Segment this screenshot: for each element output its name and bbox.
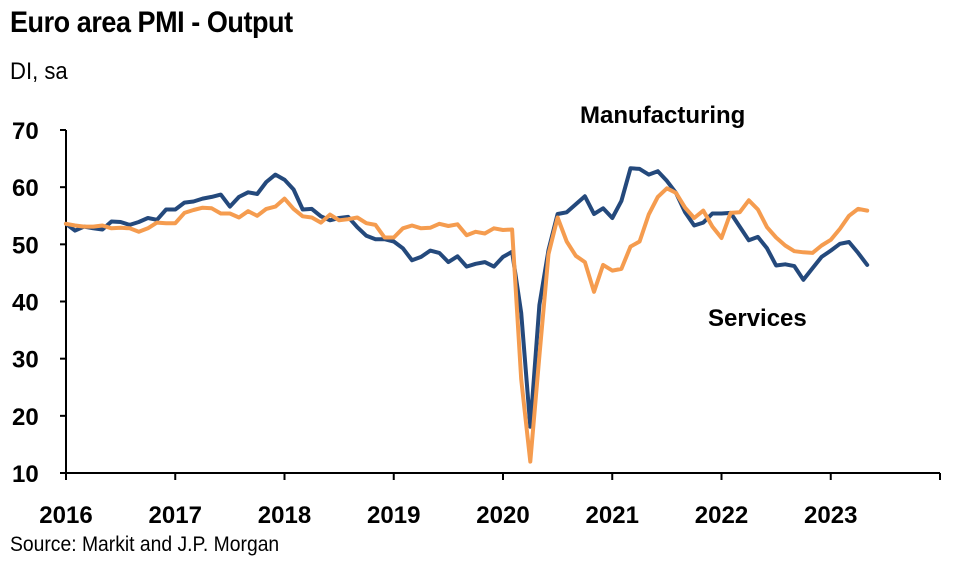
y-tick-label-40: 40: [12, 290, 39, 317]
chart-subtitle: DI, sa: [10, 58, 68, 85]
chart-title: Euro area PMI - Output: [10, 6, 293, 39]
series-line-services: [64, 186, 870, 464]
x-tick-label-2022: 2022: [695, 502, 748, 529]
x-tick-label-2021: 2021: [586, 502, 639, 529]
y-tick-label-50: 50: [12, 232, 39, 259]
annotation-services: Services: [708, 305, 807, 332]
series-lines: [64, 166, 870, 464]
y-tick-label-60: 60: [12, 175, 39, 202]
series-line-manufacturing: [64, 166, 870, 429]
x-tick-label-2020: 2020: [476, 502, 529, 529]
chart-axes: [60, 129, 941, 480]
y-tick-label-70: 70: [12, 118, 39, 145]
annotation-manufacturing: Manufacturing: [580, 102, 745, 129]
y-tick-label-20: 20: [12, 404, 39, 431]
y-tick-label-10: 10: [12, 461, 39, 488]
x-tick-labels: 2016 2017 2018 2019 2020 2021 2022 2023: [39, 502, 857, 529]
x-tick-label-2016: 2016: [39, 502, 92, 529]
source-note: Source: Markit and J.P. Morgan: [10, 533, 280, 556]
x-tick-label-2017: 2017: [149, 502, 202, 529]
x-tick-label-2018: 2018: [258, 502, 311, 529]
x-tick-label-2019: 2019: [367, 502, 420, 529]
y-tick-labels: 10 20 30 40 50 60 70: [12, 118, 39, 488]
y-tick-label-30: 30: [12, 347, 39, 374]
x-tick-label-2023: 2023: [804, 502, 857, 529]
